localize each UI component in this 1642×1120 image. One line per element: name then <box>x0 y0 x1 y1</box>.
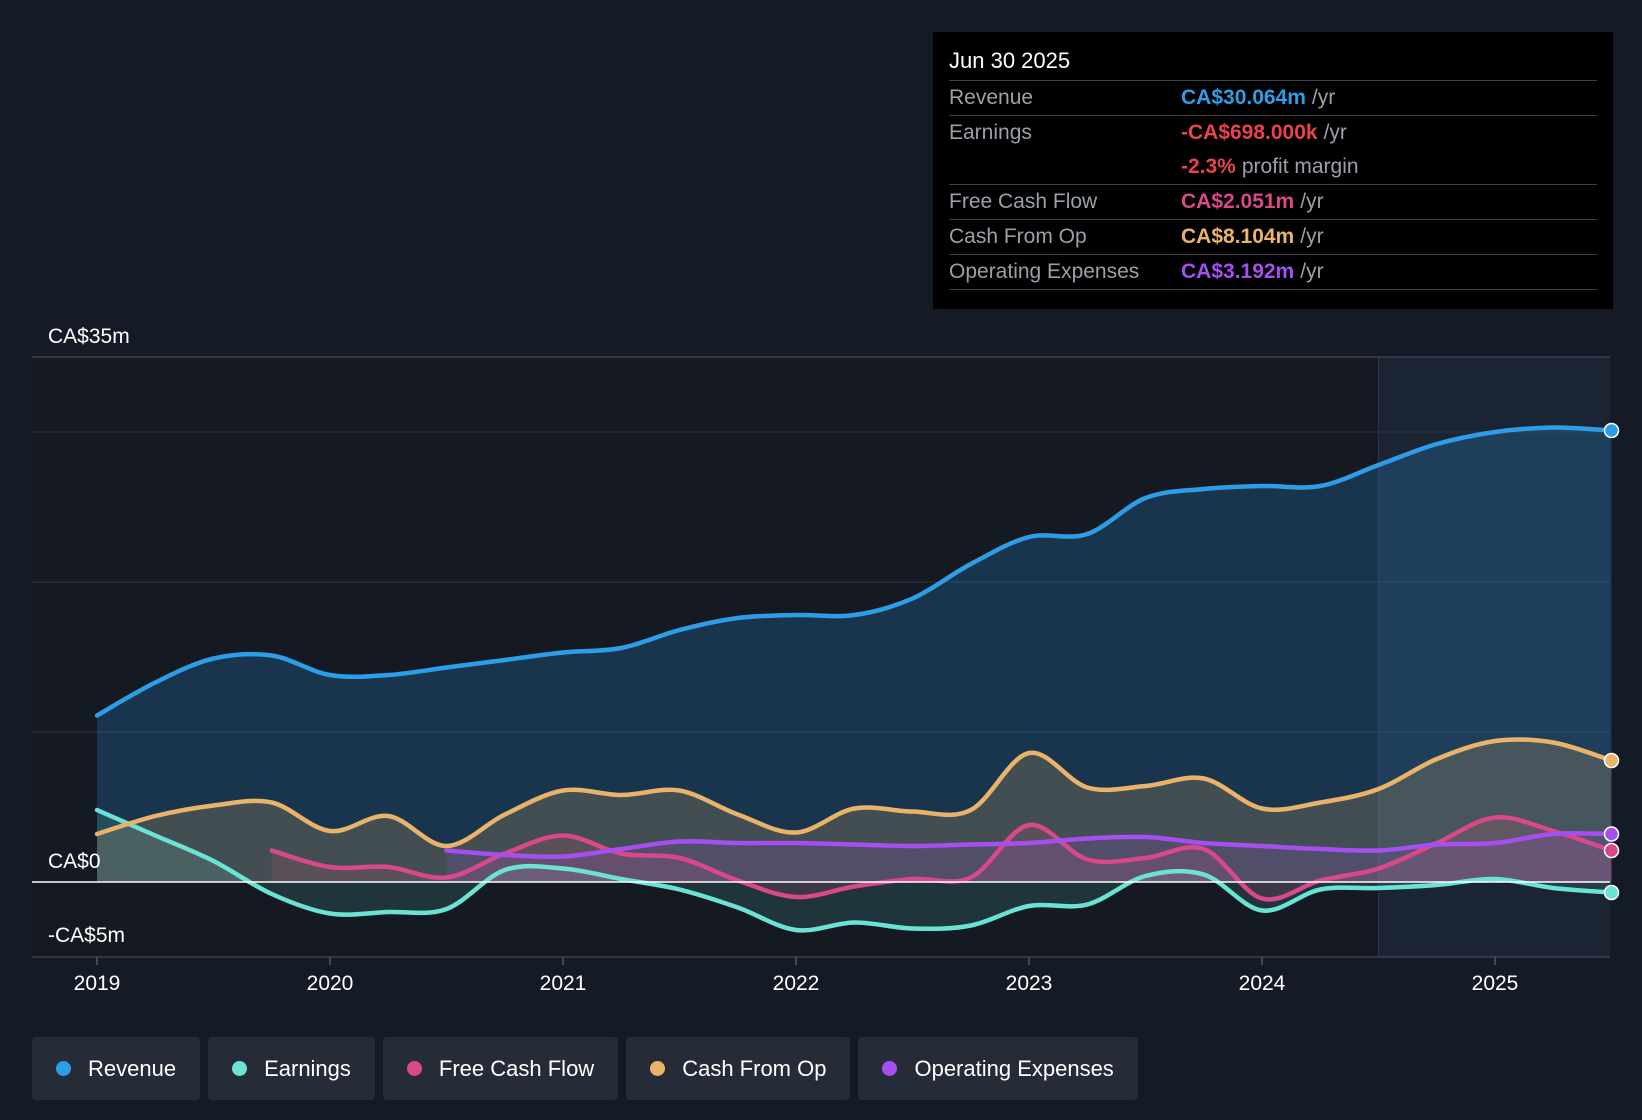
tooltip-label: Operating Expenses <box>949 260 1140 283</box>
area-revenue <box>97 427 1612 882</box>
x-tick-label: 2020 <box>307 972 354 995</box>
legend-label: Operating Expenses <box>914 1055 1114 1081</box>
x-tick-label: 2024 <box>1239 972 1286 995</box>
legend-item-cash-from-op[interactable]: Cash From Op <box>626 1037 851 1100</box>
tooltip-value: CA$30.064m <box>1181 86 1306 109</box>
tooltip-row-free-cash-flow: Free Cash Flow CA$2.051m /yr <box>949 185 1597 220</box>
x-tick-label: 2023 <box>1006 972 1053 995</box>
x-tick-label: 2021 <box>540 972 587 995</box>
tooltip-unit: profit margin <box>1241 155 1359 178</box>
tooltip-unit: /yr <box>1323 121 1347 144</box>
line-operating-expenses <box>444 831 1614 860</box>
x-tick-label: 2019 <box>74 972 121 995</box>
legend-item-revenue[interactable]: Revenue <box>32 1037 201 1100</box>
end-dot-revenue[interactable] <box>1603 422 1620 439</box>
y-tick-label: CA$0 <box>48 850 101 873</box>
y-tick-label: CA$35m <box>48 325 130 348</box>
legend-dot-icon <box>406 1061 422 1076</box>
tooltip-row-operating-expenses: Operating Expenses CA$3.192m /yr <box>949 255 1597 290</box>
x-tick-label: 2022 <box>773 972 820 995</box>
legend-label: Revenue <box>88 1055 177 1081</box>
legend-label: Free Cash Flow <box>438 1055 595 1081</box>
tooltip-unit: /yr <box>1300 190 1324 213</box>
tooltip-value: -CA$698.000k <box>1181 121 1318 144</box>
line-earnings <box>94 807 1614 933</box>
grid-lines <box>32 356 1610 958</box>
tooltip-row-cash-from-op: Cash From Op CA$8.104m /yr <box>949 220 1597 255</box>
legend-label: Earnings <box>264 1055 351 1081</box>
legend-dot-icon <box>882 1061 898 1076</box>
tooltip-row-profit-margin: -2.3% profit margin <box>949 150 1597 185</box>
tooltip-panel: Jun 30 2025 Revenue CA$30.064m /yr Earni… <box>933 32 1613 309</box>
tooltip-value: CA$8.104m <box>1181 225 1295 248</box>
legend: Revenue Earnings Free Cash Flow Cash Fro… <box>32 1037 1138 1100</box>
tooltip-row-earnings: Earnings -CA$698.000k /yr <box>949 116 1597 150</box>
tooltip-unit: /yr <box>1300 225 1324 248</box>
tooltip-label: Cash From Op <box>949 225 1087 248</box>
forecast-region <box>1378 357 1610 957</box>
legend-label: Cash From Op <box>682 1055 827 1081</box>
tooltip-unit: /yr <box>1311 86 1336 109</box>
tooltip-value: CA$2.051m <box>1181 190 1295 213</box>
series-end-dots <box>1603 422 1620 901</box>
legend-dot-icon <box>56 1061 71 1076</box>
series-lines <box>94 425 1614 933</box>
tooltip-value: CA$3.192m <box>1181 260 1295 283</box>
tooltip-unit: /yr <box>1300 260 1324 283</box>
end-dot-earnings[interactable] <box>1603 884 1620 901</box>
y-axis-labels: CA$35m CA$0 -CA$5m <box>48 325 130 947</box>
line-cash-from-op <box>94 737 1614 849</box>
end-dot-operating-expenses[interactable] <box>1603 826 1620 842</box>
legend-item-operating-expenses[interactable]: Operating Expenses <box>858 1037 1138 1100</box>
area-operating-expenses <box>446 833 1612 882</box>
legend-dot-icon <box>232 1061 248 1076</box>
x-axis-labels: 2019 2020 2021 2022 2023 2024 2025 <box>74 957 1519 995</box>
area-earnings <box>97 810 1612 931</box>
tooltip-date: Jun 30 2025 <box>949 46 1597 81</box>
legend-dot-icon <box>650 1061 666 1076</box>
legend-item-earnings[interactable]: Earnings <box>208 1037 375 1100</box>
line-revenue <box>94 425 1614 718</box>
x-tick-label: 2025 <box>1472 972 1519 995</box>
y-tick-label: -CA$5m <box>48 924 125 947</box>
tooltip-label: Revenue <box>949 86 1034 109</box>
legend-item-free-cash-flow[interactable]: Free Cash Flow <box>382 1037 619 1100</box>
tooltip-row-revenue: Revenue CA$30.064m /yr <box>949 81 1597 116</box>
tooltip-label: Earnings <box>949 121 1032 144</box>
tooltip-value: -2.3% <box>1181 155 1236 178</box>
end-dot-free-cash-flow[interactable] <box>1603 842 1620 859</box>
area-free-cash-flow <box>271 817 1612 900</box>
tooltip-label: Free Cash Flow <box>949 190 1098 213</box>
end-dot-cash-from-op[interactable] <box>1603 752 1620 769</box>
